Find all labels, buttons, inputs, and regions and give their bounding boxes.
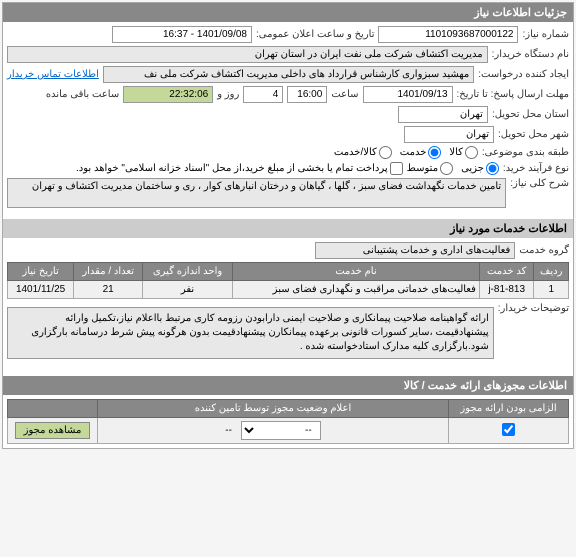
proc-note-label: پرداخت تمام یا بخشی از مبلغ خرید،از محل … <box>76 163 388 174</box>
cell-date: 1401/11/25 <box>8 281 74 299</box>
province-value: تهران <box>398 106 488 123</box>
deadline-date: 1401/09/13 <box>363 86 453 103</box>
col-unit: واحد اندازه گیری <box>143 263 233 281</box>
need-no-value: 1101093687000122 <box>378 26 518 43</box>
need-no-label: شماره نیاز: <box>522 29 569 40</box>
permits-table-header: الزامی بودن ارائه مجوز اعلام وضعیت مجوز … <box>8 400 569 418</box>
deadline-label: مهلت ارسال پاسخ: تا تاریخ: <box>457 89 569 100</box>
category-label: طبقه بندی موضوعی: <box>482 147 569 158</box>
remaining-time: 22:32:06 <box>123 86 213 103</box>
col-code: کد خدمت <box>479 263 534 281</box>
buyer-label: نام دستگاه خریدار: <box>492 49 569 60</box>
col-name: نام خدمت <box>232 263 479 281</box>
days-label: روز و <box>217 89 239 100</box>
col-qty: تعداد / مقدار <box>74 263 143 281</box>
col-date: تاریخ نیاز <box>8 263 74 281</box>
group-value: فعالیت‌های اداری و خدمات پشتیبانی <box>315 242 515 259</box>
province-label: استان محل تحویل: <box>492 109 569 120</box>
proc-minor-option[interactable]: جزیی <box>461 162 499 175</box>
category-radio-group: کالا خدمت کالا/خدمت <box>334 146 478 159</box>
col-mandatory: الزامی بودن ارائه مجوز <box>449 400 569 418</box>
services-section-title: اطلاعات خدمات مورد نیاز <box>3 219 573 238</box>
col-no: ردیف <box>534 263 569 281</box>
col-action <box>8 400 98 418</box>
col-status: اعلام وضعیت مجوز توسط تامین کننده <box>98 400 449 418</box>
announce-label: تاریخ و ساعت اعلان عمومی: <box>256 29 375 40</box>
desc-value: تامین خدمات نگهداشت فضای سبز ، گلها ، گی… <box>7 178 506 208</box>
cat-service-label: خدمت <box>400 147 427 158</box>
mandatory-checkbox[interactable] <box>502 423 515 436</box>
announce-value: 1401/09/08 - 16:37 <box>112 26 252 43</box>
cell-name: فعالیت‌های خدماتی مراقبت و نگهداری فضای … <box>232 281 479 299</box>
proc-medium-option[interactable]: متوسط <box>407 162 453 175</box>
permits-table: الزامی بودن ارائه مجوز اعلام وضعیت مجوز … <box>7 399 569 444</box>
desc-label: شرح کلی نیاز: <box>510 178 569 189</box>
buyer-notes-label: توضیحات خریدار: <box>498 303 569 314</box>
buyer-notes-value: ارائه گواهینامه صلاحیت پیمانکاری و صلاحی… <box>7 307 494 359</box>
cat-goods-radio[interactable] <box>465 146 478 159</box>
city-value: تهران <box>404 126 494 143</box>
group-label: گروه خدمت <box>519 245 569 256</box>
cell-unit: نفر <box>143 281 233 299</box>
cell-action: مشاهده مجوز <box>8 418 98 444</box>
cell-qty: 21 <box>74 281 143 299</box>
cell-mandatory <box>449 418 569 444</box>
cell-code: j-81-813 <box>479 281 534 299</box>
creator-label: ایجاد کننده درخواست: <box>478 69 569 80</box>
cat-both-radio[interactable] <box>379 146 392 159</box>
services-table: ردیف کد خدمت نام خدمت واحد اندازه گیری ت… <box>7 262 569 299</box>
process-radio-group: جزیی متوسط <box>407 162 499 175</box>
deadline-time: 16:00 <box>287 86 327 103</box>
cat-goods-label: کالا <box>449 147 463 158</box>
proc-medium-label: متوسط <box>407 163 438 174</box>
table-row: 1 j-81-813 فعالیت‌های خدماتی مراقبت و نگ… <box>8 281 569 299</box>
proc-minor-label: جزیی <box>461 163 484 174</box>
buyer-value: مدیریت اکتشاف شرکت ملی نفت ایران در استا… <box>7 46 488 63</box>
buyer-contact-link[interactable]: اطلاعات تماس خریدار <box>7 69 99 80</box>
cat-both-option[interactable]: کالا/خدمت <box>334 146 392 159</box>
permit-row: -- -- مشاهده مجوز <box>8 418 569 444</box>
remaining-label: ساعت باقی مانده <box>46 89 119 100</box>
time-label-1: ساعت <box>331 89 358 100</box>
days-count: 4 <box>243 86 283 103</box>
cell-no: 1 <box>534 281 569 299</box>
view-permit-button[interactable]: مشاهده مجوز <box>15 422 91 439</box>
cat-goods-option[interactable]: کالا <box>449 146 478 159</box>
status-select[interactable]: -- <box>241 421 321 440</box>
cell-status: -- -- <box>98 418 449 444</box>
process-label: نوع فرآیند خرید: <box>503 163 569 174</box>
city-label: شهر محل تحویل: <box>498 129 569 140</box>
proc-medium-radio[interactable] <box>440 162 453 175</box>
cat-service-radio[interactable] <box>428 146 441 159</box>
status-dash: -- <box>225 425 232 436</box>
creator-value: مهشید سبزواری کارشناس قرارداد های داخلی … <box>103 66 474 83</box>
permits-section-title: اطلاعات مجوزهای ارائه خدمت / کالا <box>3 376 573 395</box>
proc-note-option[interactable]: پرداخت تمام یا بخشی از مبلغ خرید،از محل … <box>76 162 403 175</box>
cat-both-label: کالا/خدمت <box>334 147 377 158</box>
proc-minor-radio[interactable] <box>486 162 499 175</box>
services-table-header: ردیف کد خدمت نام خدمت واحد اندازه گیری ت… <box>8 263 569 281</box>
cat-service-option[interactable]: خدمت <box>400 146 442 159</box>
proc-note-checkbox[interactable] <box>390 162 403 175</box>
panel-title: جزئیات اطلاعات نیاز <box>3 3 573 22</box>
